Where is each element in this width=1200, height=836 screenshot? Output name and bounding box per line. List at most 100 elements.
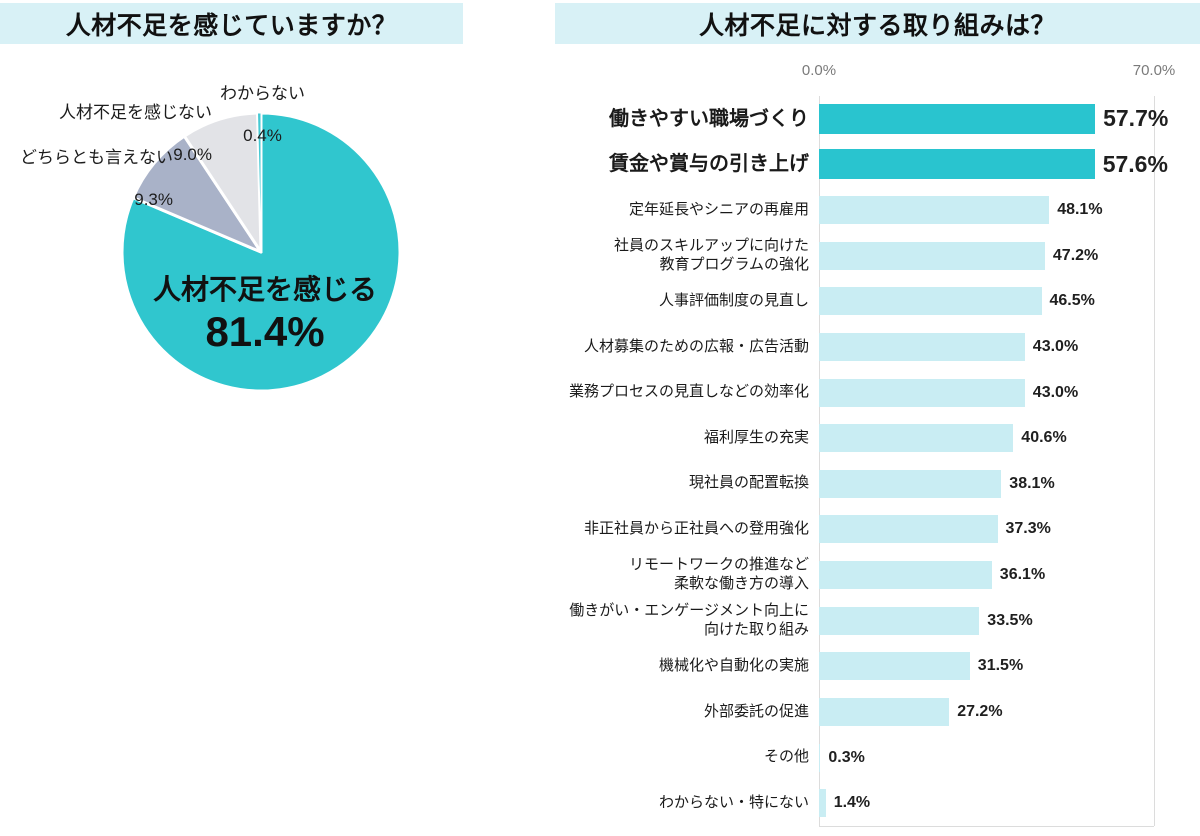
bar-value: 47.2%: [1052, 246, 1099, 264]
bar-track: 38.1%: [819, 469, 1200, 498]
bar-track: 31.5%: [819, 652, 1200, 681]
bar-row: 社員のスキルアップに向けた 教育プログラムの強化 47.2%: [555, 233, 1200, 279]
bar-track: 43.0%: [819, 378, 1200, 407]
axis-tick-max: 70.0%: [1132, 62, 1176, 79]
bar-row: 人材募集のための広報・広告活動 43.0%: [555, 324, 1200, 370]
bar-value: 1.4%: [833, 794, 871, 812]
bar-value: 43.0%: [1032, 383, 1079, 401]
bar-value: 57.7%: [1103, 105, 1169, 132]
bar-row: 現社員の配置転換 38.1%: [555, 461, 1200, 507]
bar-fill: [819, 378, 1025, 407]
bar-row: 定年延長やシニアの再雇用 48.1%: [555, 187, 1200, 233]
bar-track: 43.0%: [819, 332, 1200, 361]
bar-track: 36.1%: [819, 561, 1200, 590]
bar-value: 27.2%: [957, 702, 1003, 720]
pie-callout-no-shortage-value: 9.0%: [173, 145, 212, 164]
bar-value: 43.0%: [1032, 337, 1079, 355]
bar-label: 人材募集のための広報・広告活動: [583, 337, 809, 355]
pie-main-slice-label: 人材不足を感じる: [153, 274, 377, 305]
bar-value: 38.1%: [1009, 474, 1055, 492]
bar-row: 働きやすい職場づくり 57.7%: [555, 96, 1200, 142]
bar-row: 人事評価制度の見直し 46.5%: [555, 279, 1200, 325]
bar-row: わからない・特にない 1.4%: [555, 780, 1200, 826]
bar-value: 48.1%: [1057, 201, 1103, 219]
bar-label: 福利厚生の充実: [703, 428, 809, 446]
bar-chart-title: 人材不足に対する取り組みは？: [698, 11, 1056, 40]
bar-fill: [819, 103, 1096, 134]
pie-chart-panel: 人材不足を感じていますか？ 人材不足を感じる 81.4% わからない 0.4% …: [0, 0, 463, 836]
pie-callout-neither-label: どちらとも言えない: [20, 148, 173, 167]
pie-callout-unknown: わからない 0.4%: [190, 62, 335, 146]
bar-label: その他: [763, 748, 809, 766]
x-axis-baseline: [819, 826, 1154, 827]
bar-label: 業務プロセスの見直しなどの効率化: [568, 383, 809, 401]
pie-callout-neither-value: 9.3%: [134, 190, 173, 209]
bar-value: 31.5%: [977, 657, 1024, 675]
bar-track: 0.3%: [819, 743, 1200, 772]
bar-row: その他 0.3%: [555, 735, 1200, 781]
pie-slice-neither: [131, 134, 263, 254]
pie-main-slice-value: 81.4%: [205, 308, 324, 355]
bar-fill: [819, 149, 1095, 180]
pie-chart-title: 人材不足を感じていますか？: [65, 11, 398, 40]
bar-value: 46.5%: [1049, 292, 1095, 310]
bar-track: 57.6%: [819, 149, 1200, 180]
gridline-70pct: [1154, 96, 1155, 826]
bar-value: 37.3%: [1005, 520, 1051, 538]
bar-fill: [819, 561, 992, 590]
bar-chart-panel: 人材不足に対する取り組みは？ 0.0% 70.0% 働きやすい職場づくり 57.…: [555, 0, 1200, 836]
bar-fill: [819, 196, 1050, 225]
bar-label: リモートワークの推進など 柔軟な働き方の導入: [628, 556, 809, 593]
bar-track: 57.7%: [819, 103, 1200, 134]
bar-track: 37.3%: [819, 515, 1200, 544]
bar-track: 40.6%: [819, 424, 1200, 453]
bar-fill: [819, 287, 1042, 316]
pie-title-band: 人材不足を感じていますか？: [0, 3, 463, 44]
pie-slice-feel-shortage: [122, 113, 400, 391]
gridline-0pct: [819, 96, 820, 826]
bar-value: 0.3%: [828, 748, 865, 766]
pie-callout-unknown-value: 0.4%: [243, 126, 282, 145]
bar-fill: [819, 332, 1025, 361]
bar-fill: [819, 515, 998, 544]
bar-track: 27.2%: [819, 697, 1200, 726]
bar-fill: [819, 652, 970, 681]
bar-track: 33.5%: [819, 606, 1200, 635]
bar-fill: [819, 606, 980, 635]
bar-value: 40.6%: [1021, 429, 1067, 447]
bar-row: 機械化や自動化の実施 31.5%: [555, 644, 1200, 690]
bar-label: 人事評価制度の見直し: [658, 291, 809, 309]
bar-track: 48.1%: [819, 196, 1200, 225]
bar-title-band: 人材不足に対する取り組みは？: [555, 3, 1200, 44]
bar-fill: [819, 789, 826, 818]
bar-label: 定年延長やシニアの再雇用: [628, 200, 809, 218]
bar-row: 非正社員から正社員への登用強化 37.3%: [555, 507, 1200, 553]
bar-value: 57.6%: [1102, 150, 1168, 177]
bar-label: 賃金や賞与の引き上げ: [609, 153, 809, 176]
bar-track: 46.5%: [819, 287, 1200, 316]
bar-value: 33.5%: [987, 611, 1033, 629]
bar-fill: [819, 424, 1014, 453]
bar-label: 機械化や自動化の実施: [658, 656, 809, 674]
bar-row: 賃金や賞与の引き上げ 57.6%: [555, 142, 1200, 188]
bar-row: 働きがい・エンゲージメント向上に 向けた取り組み 33.5%: [555, 598, 1200, 644]
bar-row: 業務プロセスの見直しなどの効率化 43.0%: [555, 370, 1200, 416]
bar-label: 外部委託の促進: [703, 702, 809, 720]
bar-label: 働きがい・エンゲージメント向上に 向けた取り組み: [569, 601, 809, 638]
pie-callout-unknown-label: わからない: [220, 84, 305, 103]
bar-row: 外部委託の促進 27.2%: [555, 689, 1200, 735]
bar-value: 36.1%: [999, 566, 1046, 584]
bar-row: リモートワークの推進など 柔軟な働き方の導入 36.1%: [555, 552, 1200, 598]
bar-fill: [819, 469, 1002, 498]
bar-label: 現社員の配置転換: [688, 474, 809, 492]
bar-row: 福利厚生の充実 40.6%: [555, 415, 1200, 461]
bar-fill: [819, 743, 821, 772]
bar-fill: [819, 697, 950, 726]
pie-callout-no-shortage-label: 人材不足を感じない: [59, 103, 212, 122]
bar-rows: 働きやすい職場づくり 57.7% 賃金や賞与の引き上げ 57.6% 定年延長やシ…: [555, 96, 1200, 826]
bar-label: 社員のスキルアップに向けた 教育プログラムの強化: [613, 236, 809, 273]
bar-plot-area: 働きやすい職場づくり 57.7% 賃金や賞与の引き上げ 57.6% 定年延長やシ…: [555, 96, 1200, 827]
bar-label: 働きやすい職場づくり: [609, 107, 809, 130]
bar-label: わからない・特にない: [658, 793, 809, 811]
